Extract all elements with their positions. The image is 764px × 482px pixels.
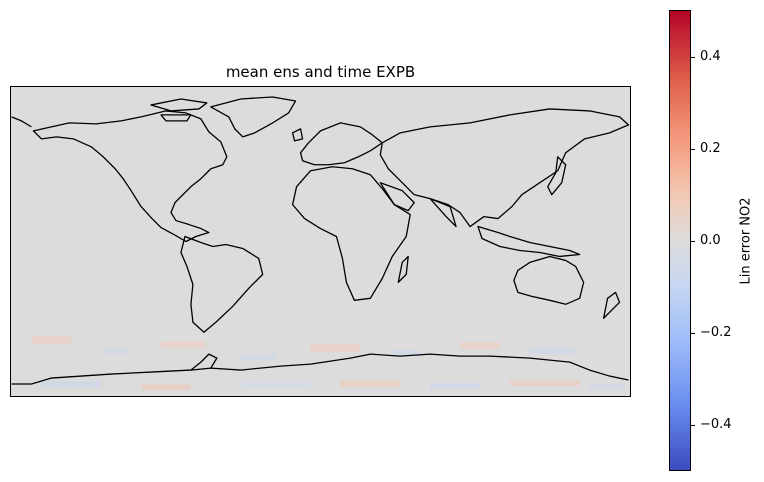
madagascar-coast — [397, 255, 409, 284]
europe-coast — [299, 122, 383, 166]
north-america-coast — [32, 110, 228, 243]
colorbar-tick-label: 0.0 — [700, 233, 721, 248]
colorbar-tick-label: −0.2 — [700, 325, 732, 340]
antarctic-anomaly-noise — [31, 336, 625, 391]
new-zealand-coast — [602, 291, 621, 319]
colorbar-ticks: 0.4 0.2 0.0 −0.2 −0.4 — [691, 10, 751, 471]
japan-coast — [547, 156, 567, 196]
arctic-islands-coast — [150, 98, 208, 122]
colorbar — [669, 10, 691, 471]
colorbar-tick-label: 0.2 — [700, 141, 721, 156]
world-map — [10, 86, 631, 397]
british-isles-coast — [291, 128, 304, 142]
alaska-west-coast — [11, 116, 32, 128]
asia-coast — [379, 108, 630, 228]
indonesia-coast — [477, 225, 581, 258]
colorbar-label: Lin error NO2 — [738, 197, 754, 285]
colorbar-tick-label: 0.4 — [700, 49, 721, 64]
australia-coast — [513, 255, 585, 305]
antarctic-peninsula-coast — [190, 353, 218, 371]
antarctica-coast — [11, 353, 629, 385]
greenland-coast — [210, 96, 297, 138]
colorbar-tick-label: −0.4 — [700, 417, 732, 432]
arabia-india-coast — [379, 182, 457, 228]
map-title: mean ens and time EXPB — [225, 63, 416, 81]
coastline-paths — [11, 96, 630, 385]
south-america-coast — [180, 235, 264, 333]
coastlines-svg — [11, 96, 630, 391]
africa-coast — [291, 166, 411, 301]
